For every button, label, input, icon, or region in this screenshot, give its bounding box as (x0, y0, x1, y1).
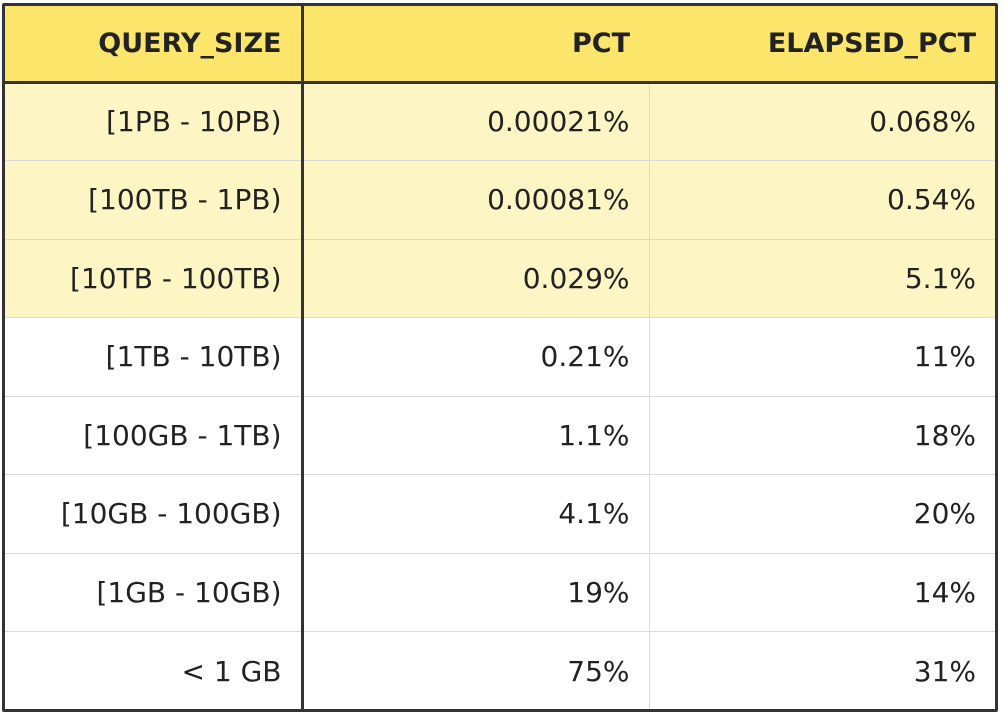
cell-pct: 0.029% (301, 239, 649, 318)
cell-query-size: [1PB - 10PB) (5, 82, 304, 161)
table-row: [10TB - 100TB) 0.029% 5.1% (5, 239, 995, 318)
cell-query-size: [10TB - 100TB) (5, 239, 304, 318)
cell-elapsed-pct: 14% (648, 553, 995, 632)
cell-query-size: [1TB - 10TB) (5, 317, 304, 397)
cell-pct: 1.1% (301, 396, 649, 475)
cell-query-size: < 1 GB (5, 631, 304, 709)
column-header-pct[interactable]: PCT (571, 27, 630, 59)
cell-elapsed-pct: 0.068% (648, 82, 995, 161)
cell-pct: 19% (301, 553, 649, 632)
table-row: [100TB - 1PB) 0.00081% 0.54% (5, 160, 995, 240)
query-size-table-container: QUERY_SIZE PCT ELAPSED_PCT [1PB - 10PB) 0… (2, 3, 998, 712)
cell-query-size: [1GB - 10GB) (5, 553, 304, 632)
table-row: < 1 GB 75% 31% (5, 631, 995, 709)
cell-elapsed-pct: 0.54% (648, 160, 995, 240)
cell-query-size: [10GB - 100GB) (5, 474, 304, 554)
table-row: [10GB - 100GB) 4.1% 20% (5, 474, 995, 554)
table-row: [100GB - 1TB) 1.1% 18% (5, 396, 995, 475)
cell-query-size: [100GB - 1TB) (5, 396, 304, 475)
query-size-table: QUERY_SIZE PCT ELAPSED_PCT [1PB - 10PB) 0… (5, 6, 995, 709)
cell-pct: 4.1% (301, 474, 649, 554)
cell-elapsed-pct: 18% (648, 396, 995, 475)
cell-elapsed-pct: 5.1% (648, 239, 995, 318)
cell-pct: 0.21% (301, 317, 649, 397)
cell-elapsed-pct: 31% (648, 631, 995, 709)
column-header-query-size[interactable]: QUERY_SIZE (5, 6, 304, 82)
column-header-elapsed-pct[interactable]: ELAPSED_PCT (767, 27, 976, 59)
cell-pct: 0.00021% (301, 82, 649, 161)
cell-pct: 75% (301, 631, 649, 709)
cell-elapsed-pct: 11% (648, 317, 995, 397)
cell-elapsed-pct: 20% (648, 474, 995, 554)
table-row: [1TB - 10TB) 0.21% 11% (5, 317, 995, 397)
table-row: [1GB - 10GB) 19% 14% (5, 553, 995, 632)
table-row: [1PB - 10PB) 0.00021% 0.068% (5, 82, 995, 161)
cell-pct: 0.00081% (301, 160, 649, 240)
table-body: [1PB - 10PB) 0.00021% 0.068% [100TB - 1PB) 0… (5, 82, 995, 709)
cell-query-size: [100TB - 1PB) (5, 160, 304, 240)
table-header-row: QUERY_SIZE PCT ELAPSED_PCT (5, 6, 995, 82)
